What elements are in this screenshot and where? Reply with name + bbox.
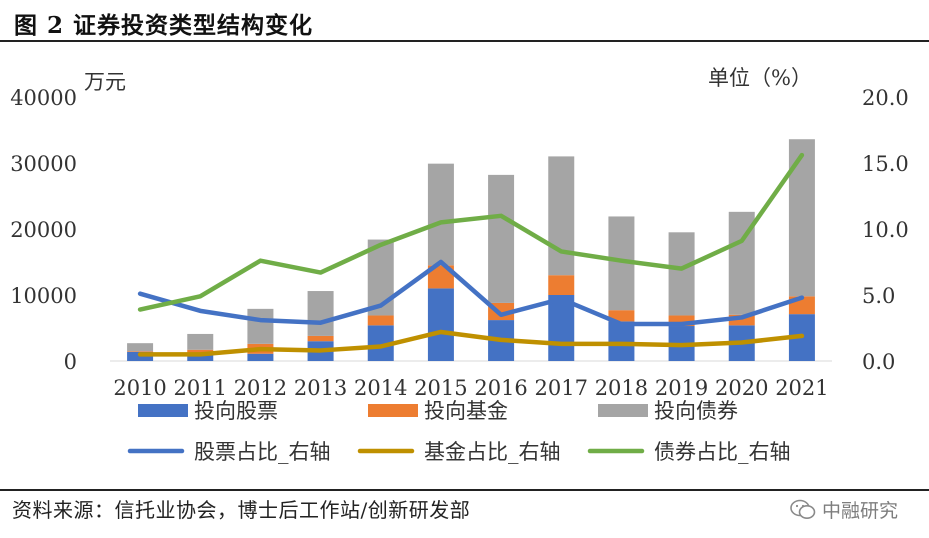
bar-投向基金-2013 — [307, 335, 334, 342]
legend-label: 投向基金 — [424, 399, 508, 423]
bar-投向债券-2011 — [187, 333, 214, 350]
bars-layer — [127, 139, 815, 361]
left-axis: 0 10000 20000 30000 40000 — [10, 86, 77, 374]
x-tick-label: 2014 — [354, 376, 407, 400]
left-tick-label: 20000 — [10, 218, 77, 242]
bar-投向债券-2019 — [668, 232, 695, 316]
x-tick-label: 2016 — [474, 376, 527, 400]
legend-label: 基金占比_右轴 — [424, 440, 561, 464]
x-axis: 2010 2011 2012 2013 2014 2015 2016 2017 2018 2019… — [113, 376, 828, 400]
left-tick-label: 0 — [64, 350, 77, 374]
bar-投向基金-2018 — [608, 310, 635, 322]
right-tick-label: 10.0 — [862, 218, 909, 242]
bar-投向债券-2016 — [488, 174, 515, 303]
bottom-rule — [0, 489, 929, 491]
bar-投向基金-2020 — [728, 314, 755, 326]
chart: 0 10000 20000 30000 40000 0.0 5.0 10.0 15.0 20.0… — [10, 66, 909, 464]
legend-swatch-投向基金 — [368, 404, 418, 417]
bar-投向股票-2017 — [548, 295, 575, 361]
source-note: 资料来源：信托业协会，博士后工作站/创新研发部 — [12, 498, 471, 522]
x-tick-label: 2019 — [655, 376, 708, 400]
bar-投向债券-2012 — [247, 308, 274, 344]
wechat-icon — [790, 499, 816, 519]
right-axis-unit: 单位（%） — [708, 66, 812, 90]
x-tick-label: 2012 — [234, 376, 287, 400]
bar-投向债券-2013 — [307, 291, 334, 336]
left-tick-label: 40000 — [10, 86, 77, 110]
legend-label: 债券占比_右轴 — [654, 440, 791, 464]
line-基金占比_右轴 — [137, 329, 805, 357]
watermark: 中融研究 — [790, 496, 898, 523]
legend-label: 投向股票 — [194, 399, 278, 423]
bar-投向股票-2018 — [608, 321, 635, 361]
bar-投向股票-2012 — [247, 353, 274, 361]
top-rule — [0, 40, 929, 42]
figure-title: 图 2 证券投资类型结构变化 — [14, 12, 314, 39]
left-tick-label: 30000 — [10, 152, 77, 176]
bar-投向债券-2021 — [788, 139, 815, 297]
right-tick-label: 5.0 — [862, 284, 895, 308]
right-tick-label: 15.0 — [862, 152, 909, 176]
x-tick-label: 2020 — [715, 376, 768, 400]
x-tick-label: 2010 — [113, 376, 166, 400]
legend-label: 股票占比_右轴 — [194, 440, 331, 464]
bar-投向债券-2017 — [548, 156, 575, 276]
x-tick-label: 2011 — [174, 376, 227, 400]
watermark-text: 中融研究 — [822, 500, 899, 522]
x-tick-label: 2013 — [294, 376, 347, 400]
x-tick-label: 2015 — [414, 376, 467, 400]
bar-投向股票-2011 — [187, 354, 214, 361]
right-axis: 0.0 5.0 10.0 15.0 20.0 — [862, 86, 909, 374]
bar-投向基金-2019 — [668, 315, 695, 327]
left-tick-label: 10000 — [10, 284, 77, 308]
x-tick-label: 2018 — [595, 376, 648, 400]
x-tick-label: 2017 — [535, 376, 588, 400]
lines-layer — [137, 152, 805, 357]
bar-投向基金-2015 — [427, 265, 454, 289]
line-股票占比_右轴 — [137, 259, 805, 327]
legend-label: 投向债券 — [654, 399, 738, 423]
legend-swatch-投向股票 — [138, 404, 188, 417]
bar-投向债券-2010 — [127, 343, 154, 352]
line-债券占比_右轴 — [137, 152, 805, 312]
right-tick-label: 0.0 — [862, 350, 895, 374]
x-tick-label: 2021 — [775, 376, 828, 400]
left-axis-unit: 万元 — [84, 70, 126, 94]
bar-投向基金-2011 — [187, 349, 214, 355]
bar-投向债券-2015 — [427, 163, 454, 266]
legend-swatch-投向债券 — [598, 404, 648, 417]
right-tick-label: 20.0 — [862, 86, 909, 110]
bar-投向基金-2014 — [367, 315, 394, 326]
bar-投向股票-2015 — [427, 288, 454, 361]
bar-投向基金-2010 — [127, 351, 154, 352]
bar-投向基金-2017 — [548, 275, 575, 295]
